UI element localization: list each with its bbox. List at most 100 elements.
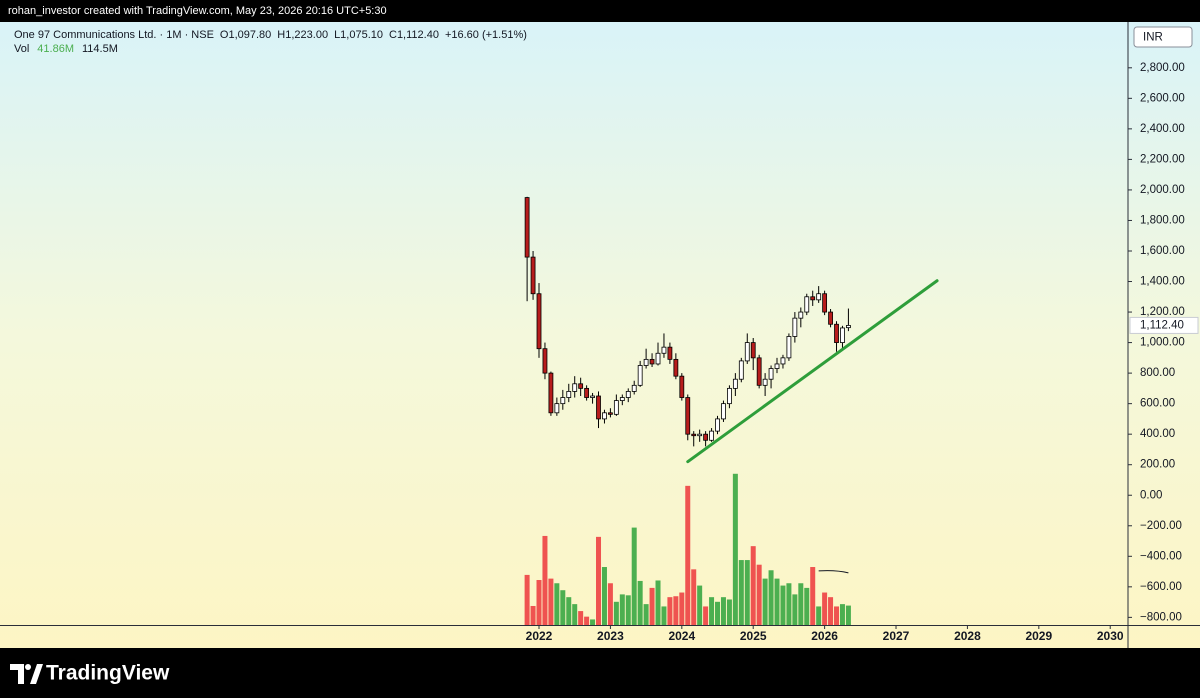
candle-body: [721, 403, 726, 420]
x-tick-label: 2029: [1025, 629, 1052, 643]
volume-bar: [679, 592, 685, 625]
volume-bar: [697, 585, 703, 625]
volume-bar: [530, 605, 536, 625]
candle-body: [596, 395, 601, 420]
volume-title: Vol: [14, 43, 29, 55]
high-label: H1,223.00: [277, 29, 328, 41]
y-tick-label: 800.00: [1140, 367, 1175, 379]
volume-bar: [685, 485, 691, 625]
volume-bar: [625, 595, 631, 625]
candle-body: [727, 387, 732, 405]
candle-body: [744, 342, 750, 362]
x-tick-label: 2023: [597, 629, 624, 643]
volume-bar: [828, 597, 834, 625]
y-tick-label: 600.00: [1140, 398, 1175, 410]
x-tick-label: 2027: [883, 629, 910, 643]
y-tick-label: 1,200.00: [1140, 306, 1185, 318]
candle-body: [667, 346, 673, 360]
candle-body: [816, 293, 822, 301]
candle-body: [810, 296, 816, 301]
candle-body: [738, 360, 744, 380]
y-tick-label: −200.00: [1140, 520, 1182, 532]
y-tick-label: 1,000.00: [1140, 337, 1185, 349]
y-tick-label: 1,600.00: [1140, 245, 1185, 257]
volume-bar: [798, 583, 804, 625]
volume-bar: [709, 597, 715, 625]
candle-body: [548, 372, 554, 414]
candle-body: [566, 391, 572, 398]
volume-bar: [780, 585, 786, 625]
candle-body: [613, 400, 619, 415]
candle-body: [572, 383, 578, 392]
volume-bar: [720, 597, 726, 625]
volume-bar: [649, 587, 655, 625]
legend-line: One 97 Communications Ltd. · 1M · NSE O1,…: [14, 29, 527, 41]
candle-body: [834, 323, 839, 343]
volume-bar: [715, 601, 721, 625]
volume-bar: [845, 605, 851, 625]
attribution: rohan_investor created with TradingView.…: [8, 5, 387, 17]
y-tick-label: 2,600.00: [1140, 92, 1185, 104]
volume-bar: [524, 574, 530, 625]
currency[interactable]: INR: [1143, 32, 1163, 44]
candle-body: [536, 293, 542, 350]
candle-body: [679, 375, 685, 398]
volume-bar: [673, 596, 679, 625]
volume-bar: [774, 578, 780, 625]
candle-body: [822, 293, 828, 313]
candle-body: [560, 397, 566, 405]
candle-body: [762, 378, 768, 386]
candle-body: [637, 365, 643, 386]
volume-bar: [726, 599, 732, 625]
volume-bar: [744, 560, 750, 625]
y-tick-label: 400.00: [1140, 428, 1175, 440]
y-tick-label: −400.00: [1140, 550, 1182, 562]
last-price-label: 1,112.40: [1140, 319, 1184, 331]
x-tick-label: 2026: [811, 629, 838, 643]
candle-body: [530, 256, 536, 295]
open-label: O1,097.80: [220, 29, 271, 41]
candle-body: [840, 327, 845, 343]
candle-body: [602, 412, 607, 420]
volume-bar: [756, 564, 762, 625]
candle-body: [673, 358, 679, 377]
change-label: +16.60 (+1.51%): [445, 29, 527, 41]
y-tick-label: −800.00: [1140, 611, 1182, 623]
candle-body: [691, 433, 697, 437]
plot: −800.00 −600.00 −400.00 −200.00 0.00 200.00 40…: [524, 62, 1199, 643]
candle-body: [774, 363, 780, 369]
volume-bar: [768, 570, 774, 625]
volume-bar: [762, 578, 768, 625]
volume-bar: [786, 583, 792, 625]
y-tick-label: 0.00: [1140, 489, 1162, 501]
volume-bar: [738, 560, 744, 625]
volume-bar: [655, 580, 661, 625]
volume-bar: [839, 604, 845, 625]
y-tick-label: 2,000.00: [1140, 184, 1185, 196]
symbol-title: One 97 Communications Ltd. · 1M · NSE: [14, 29, 214, 41]
candle-body: [655, 352, 661, 365]
candle-body: [703, 433, 709, 441]
volume-bar: [691, 569, 697, 625]
currency-box[interactable]: [1133, 26, 1193, 48]
bottom-bar: [0, 648, 1200, 698]
y-tick-label: 2,200.00: [1140, 153, 1185, 165]
volume-bar: [566, 597, 572, 625]
x-tick-label: 2022: [526, 629, 553, 643]
volume-bar: [703, 606, 709, 625]
close-label: C1,112.40: [389, 29, 439, 41]
top-bar: [0, 0, 1200, 22]
candle-body: [804, 296, 810, 313]
y-tick-label: 200.00: [1140, 459, 1175, 471]
candle-body: [590, 395, 595, 398]
y-tick-label: 1,800.00: [1140, 214, 1185, 226]
volume-bar: [834, 606, 840, 625]
candle-body: [619, 397, 625, 401]
candle-body: [524, 197, 530, 258]
y-tick-label: −600.00: [1140, 581, 1182, 593]
volume-bar: [590, 619, 596, 625]
candle-body: [750, 342, 756, 359]
volume-bar: [542, 535, 548, 625]
volume-bar: [637, 580, 643, 625]
volume-bar: [750, 546, 756, 625]
